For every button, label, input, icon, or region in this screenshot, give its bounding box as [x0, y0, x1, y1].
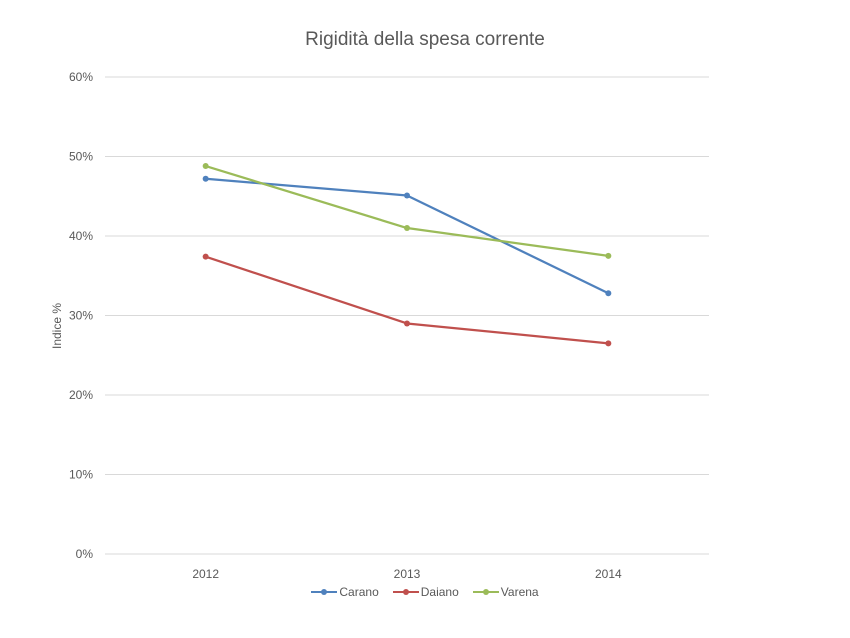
legend-line-marker-icon [392, 587, 419, 597]
series-daiano [202, 253, 612, 347]
x-tick-label: 2012 [192, 567, 219, 581]
legend-line-marker-icon [311, 587, 338, 597]
data-point-marker[interactable] [404, 192, 410, 199]
data-point-marker[interactable] [605, 252, 612, 259]
series-carano [202, 175, 612, 297]
series-varena [202, 163, 612, 259]
x-tick-label: 2014 [595, 567, 622, 581]
series-lines [202, 163, 612, 347]
y-tick-label: 40% [69, 229, 93, 243]
legend-label: Daiano [420, 585, 459, 599]
legend-line-marker-icon [472, 587, 499, 597]
y-tick-label: 60% [69, 70, 93, 84]
y-axis-label: Indice % [50, 303, 64, 349]
legend-item-varena[interactable]: Varena [472, 585, 539, 599]
legend-item-daiano[interactable]: Daiano [392, 585, 459, 599]
data-point-marker[interactable] [605, 290, 612, 297]
y-tick-label: 30% [69, 309, 93, 323]
data-point-marker[interactable] [202, 163, 209, 170]
data-point-marker[interactable] [202, 175, 209, 182]
data-point-marker[interactable] [605, 340, 612, 347]
y-tick-label: 10% [69, 468, 93, 482]
data-point-marker[interactable] [404, 225, 410, 232]
chart-title: Rigidità della spesa corrente [305, 29, 545, 50]
series-line [205, 255, 609, 345]
legend: Carano Daiano Varena [0, 585, 850, 599]
series-line [205, 164, 609, 257]
x-tick-label: 2013 [394, 567, 421, 581]
legend-item-carano[interactable]: Carano [311, 585, 379, 599]
y-tick-label: 0% [76, 547, 94, 561]
y-axis-ticks: 0% 10% 20% 30% 40% 50% 60% [69, 70, 93, 561]
legend-label: Varena [500, 585, 539, 599]
legend-label: Carano [339, 585, 379, 599]
data-point-marker[interactable] [404, 320, 410, 327]
data-point-marker[interactable] [202, 253, 209, 260]
y-tick-label: 50% [69, 150, 93, 164]
y-tick-label: 20% [69, 388, 93, 402]
gridlines [105, 76, 709, 555]
x-axis-ticks: 2012 2013 2014 [192, 567, 622, 581]
